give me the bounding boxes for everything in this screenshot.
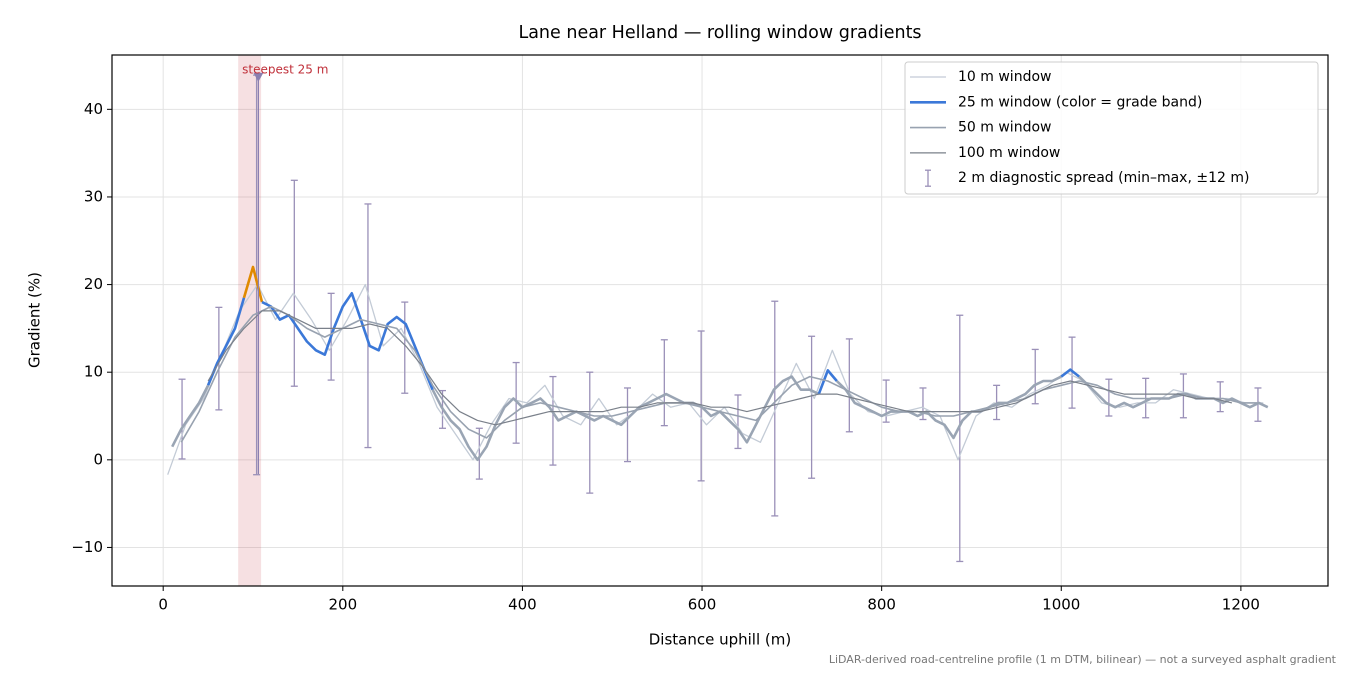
- annotation-marker: [253, 72, 264, 82]
- legend-label: 2 m diagnostic spread (min–max, ±12 m): [958, 170, 1249, 186]
- series-line: [171, 384, 210, 448]
- legend-label: 100 m window: [958, 145, 1060, 161]
- plot-frame: [111, 54, 1329, 587]
- series-line: [835, 375, 1062, 440]
- y-tick-label: 40: [84, 100, 103, 118]
- series-line: [261, 292, 434, 391]
- y-tick-label: 20: [84, 275, 103, 293]
- series-line: [180, 305, 1259, 443]
- plot-lines: [167, 74, 1269, 563]
- series-line: [817, 369, 838, 395]
- x-tick-label: 1000: [1042, 596, 1080, 614]
- x-tick-label: 400: [508, 596, 537, 614]
- series-line: [431, 375, 820, 462]
- y-tick-label: 10: [84, 363, 103, 381]
- legend-label: 10 m window: [958, 69, 1051, 85]
- x-tick-label: 600: [688, 596, 717, 614]
- series-line: [242, 265, 264, 303]
- annotation-text: steepest 25 m: [242, 63, 328, 77]
- y-tick-label: 30: [84, 187, 103, 205]
- series-line: [1060, 368, 1081, 378]
- x-axis-label: Distance uphill (m): [649, 631, 791, 649]
- x-tick-label: 200: [328, 596, 357, 614]
- y-axis-label: Gradient (%): [26, 272, 44, 368]
- legend-label: 25 m window (color = grade band): [958, 94, 1202, 110]
- y-tick-label: −10: [71, 538, 103, 556]
- x-tick-label: 0: [158, 596, 168, 614]
- x-tick-label: 800: [867, 596, 896, 614]
- legend: 10 m window 25 m window (color = grade ba…: [904, 61, 1319, 195]
- x-tick-label: 1200: [1222, 596, 1260, 614]
- legend-label: 50 m window: [958, 120, 1051, 136]
- series-line: [1078, 375, 1269, 409]
- y-tick-label: 0: [93, 450, 103, 468]
- series-line: [207, 310, 1233, 426]
- footnote: LiDAR-derived road-centreline profile (1…: [829, 653, 1337, 666]
- chart-title: Lane near Helland — rolling window gradi…: [518, 23, 921, 43]
- legend-box: [904, 61, 1319, 195]
